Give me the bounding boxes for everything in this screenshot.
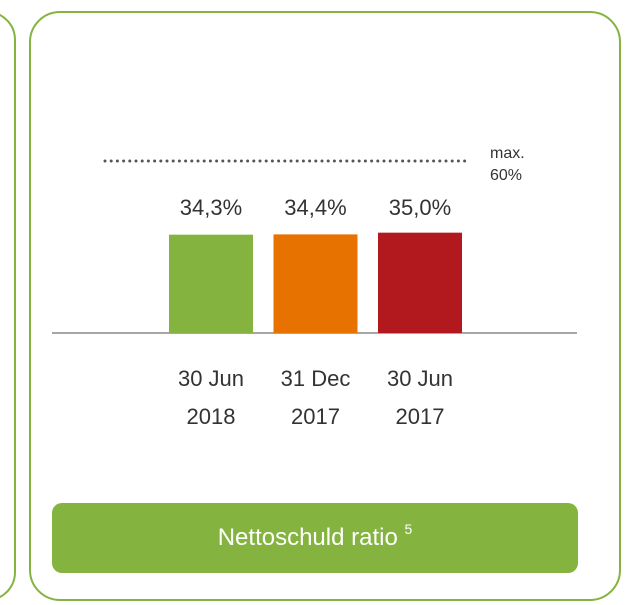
footer-text: Nettoschuld ratio	[218, 524, 398, 551]
x-tick-label: 2017	[396, 404, 445, 429]
threshold-label: 60%	[490, 167, 522, 184]
side-panel	[0, 13, 16, 599]
x-tick-label: 2018	[187, 404, 236, 429]
bar	[169, 234, 253, 333]
panel	[29, 11, 621, 601]
value-label: 35,0%	[389, 195, 451, 220]
footer-note: 5	[404, 521, 412, 537]
threshold-label: max.	[490, 145, 525, 162]
bar	[273, 234, 358, 333]
value-label: 34,3%	[180, 195, 242, 220]
footer-button	[52, 503, 578, 573]
x-tick-label: 2017	[291, 404, 340, 429]
x-tick-label: 31 Dec	[281, 366, 351, 391]
x-tick-label: 30 Jun	[387, 366, 453, 391]
value-label: 34,4%	[284, 195, 346, 220]
x-tick-label: 30 Jun	[178, 366, 244, 391]
bar	[378, 232, 462, 333]
footer-label: Nettoschuld ratio 5	[218, 521, 413, 552]
